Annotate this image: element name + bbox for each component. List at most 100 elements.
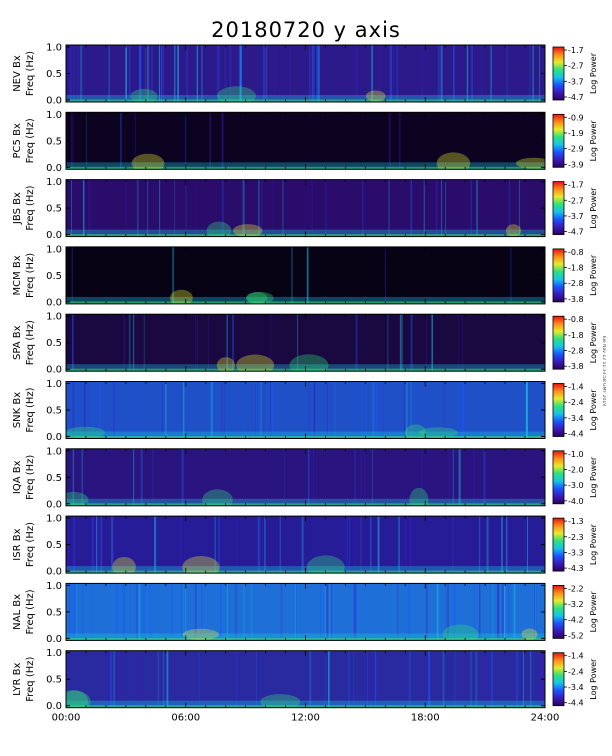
colorbar xyxy=(552,248,565,303)
y-tick-label: 1.0 xyxy=(46,312,62,323)
colorbar-tick-label: -4.0 xyxy=(568,497,584,506)
station-label: IQA Bx xyxy=(12,460,23,494)
freq-label: Freq (Hz) xyxy=(25,51,36,96)
panel-spa-bx: 0.0 0.5 1.0 SPA Bx Freq (Hz) -0.8 -1.8 -2.8 -3.8… xyxy=(12,312,598,376)
colorbar-tick-label: -0.8 xyxy=(568,315,584,324)
colorbar-tick-label: -2.8 xyxy=(568,279,584,288)
colorbar-tick-label: -3.2 xyxy=(568,600,584,609)
colorbar-tick-label: -1.0 xyxy=(568,450,584,459)
panel-nev-bx: 0.0 0.5 1.0 NEV Bx Freq (Hz) -1.7 -2.7 -3.7 -4.7… xyxy=(12,43,598,107)
y-tick-label: 0.0 xyxy=(46,230,62,241)
panel-pc5-bx: 0.0 0.5 1.0 PC5 Bx Freq (Hz) -0.9 -1.9 -2.9 -3.9… xyxy=(12,110,598,174)
freq-label: Freq (Hz) xyxy=(25,657,36,702)
colorbar-tick-label: -3.8 xyxy=(568,362,584,371)
colorbar-tick-label: -4.4 xyxy=(568,430,584,439)
colorbar-tick-label: -2.3 xyxy=(568,533,584,542)
colorbar-tick-label: -2.2 xyxy=(568,584,584,593)
y-tick-label: 0.5 xyxy=(46,204,62,215)
y-tick-label: 0.5 xyxy=(46,675,62,686)
colorbar xyxy=(552,383,565,437)
colorbar-tick-label: -0.8 xyxy=(568,248,584,257)
colorbar-tick-label: -1.4 xyxy=(568,652,584,661)
plot-area xyxy=(66,583,545,641)
panel-iqa-bx: 0.0 0.5 1.0 IQA Bx Freq (Hz) -1.0 -2.0 -3.0 -4.0… xyxy=(12,446,598,510)
y-tick-label: 0.5 xyxy=(46,136,62,147)
colorbar-tick-label: -1.9 xyxy=(568,129,584,138)
y-tick-label: 1.0 xyxy=(46,244,62,255)
colorbar-label: Log Power xyxy=(589,321,598,363)
y-tick-label: 1.0 xyxy=(46,43,62,54)
colorbar-tick-label: -3.8 xyxy=(568,295,584,304)
panel-mcm-bx: 0.0 0.5 1.0 MCM Bx Freq (Hz) -0.8 -1.8 -2.8 -3.8… xyxy=(12,244,598,308)
plot-area xyxy=(66,179,545,237)
colorbar-tick-label: -1.8 xyxy=(568,264,584,273)
station-label: NAL Bx xyxy=(12,594,23,630)
y-tick-label: 0.0 xyxy=(46,634,62,645)
x-tick-label: 18:00 xyxy=(411,713,440,724)
colorbar-tick-label: -2.4 xyxy=(568,398,584,407)
chart-title: 20180720 y axis xyxy=(211,18,401,42)
panel-jbs-bx: 0.0 0.5 1.0 JBS Bx Freq (Hz) -1.7 -2.7 -3.7 -4.7… xyxy=(12,177,598,241)
y-tick-label: 0.0 xyxy=(46,432,62,443)
colorbar-tick-label: -5.2 xyxy=(568,631,584,640)
station-label: NEV Bx xyxy=(12,55,23,92)
colorbar-label: Log Power xyxy=(589,523,598,565)
colorbar-label: Log Power xyxy=(589,389,598,431)
colorbar-label: Log Power xyxy=(589,591,598,633)
y-tick-label: 0.0 xyxy=(46,365,62,376)
freq-label: Freq (Hz) xyxy=(25,185,36,230)
colorbar-tick-label: -3.9 xyxy=(568,160,584,169)
colorbar-tick-label: -4.4 xyxy=(568,699,584,708)
y-tick-label: 1.0 xyxy=(46,514,62,525)
plot-area xyxy=(66,246,545,304)
freq-label: Freq (Hz) xyxy=(25,455,36,500)
colorbar-tick-label: -4.2 xyxy=(568,616,584,625)
colorbar-tick-label: -2.9 xyxy=(568,145,584,154)
freq-label: Freq (Hz) xyxy=(25,387,36,432)
y-tick-label: 1.0 xyxy=(46,581,62,592)
colorbar-tick-label: -4.3 xyxy=(568,564,584,573)
colorbar-tick-label: -2.7 xyxy=(568,62,584,71)
colorbar-tick-label: -1.4 xyxy=(568,383,584,392)
panel-snk-bx: 0.0 0.5 1.0 SNK Bx Freq (Hz) -1.4 -2.4 -3.4 -4.4… xyxy=(12,379,598,443)
station-label: ISR Bx xyxy=(12,528,23,560)
colorbar-tick-label: -4.7 xyxy=(568,93,584,102)
colorbar-tick-label: -2.7 xyxy=(568,196,584,205)
colorbar xyxy=(552,46,565,101)
panel-lyr-bx: 0.0 0.5 1.0 LYR Bx Freq (Hz) -1.4 -2.4 -3.4 -4.4… xyxy=(12,648,598,712)
x-tick-label: 24:00 xyxy=(531,713,560,724)
x-tick-label: 06:00 xyxy=(171,713,200,724)
freq-label: Freq (Hz) xyxy=(25,118,36,163)
station-label: PC5 Bx xyxy=(12,123,23,158)
y-tick-label: 0.5 xyxy=(46,271,62,282)
timestamp-watermark: Tue Nov 12 11:33:58 GMT 2019 xyxy=(601,335,606,407)
y-tick-label: 1.0 xyxy=(46,177,62,188)
y-tick-label: 0.5 xyxy=(46,607,62,618)
colorbar-tick-label: -0.9 xyxy=(568,113,584,122)
colorbar-tick-label: -4.7 xyxy=(568,228,584,237)
y-tick-label: 0.0 xyxy=(46,567,62,578)
colorbar xyxy=(552,315,565,370)
colorbar xyxy=(552,585,565,639)
y-tick-label: 0.5 xyxy=(46,406,62,417)
panel-isr-bx: 0.0 0.5 1.0 ISR Bx Freq (Hz) -1.3 -2.3 -3.3 -4.3… xyxy=(12,514,598,578)
station-label: LYR Bx xyxy=(12,662,23,695)
colorbar-tick-label: -3.7 xyxy=(568,212,584,221)
colorbar-tick-label: -3.4 xyxy=(568,414,584,423)
y-tick-label: 1.0 xyxy=(46,446,62,457)
y-tick-label: 0.0 xyxy=(46,96,62,107)
y-tick-label: 1.0 xyxy=(46,379,62,390)
colorbar-label: Log Power xyxy=(589,187,598,229)
station-label: JBS Bx xyxy=(12,192,23,225)
colorbar-label: Log Power xyxy=(589,52,598,94)
freq-label: Freq (Hz) xyxy=(25,253,36,298)
colorbar xyxy=(552,450,565,505)
plot-area xyxy=(66,112,545,170)
y-tick-label: 0.0 xyxy=(46,297,62,308)
plot-area xyxy=(66,45,545,102)
colorbar-tick-label: -3.4 xyxy=(568,683,584,692)
plot-area xyxy=(66,448,545,506)
colorbar-label: Log Power xyxy=(589,456,598,498)
colorbar-tick-label: -3.3 xyxy=(568,548,584,557)
colorbar xyxy=(552,181,565,236)
